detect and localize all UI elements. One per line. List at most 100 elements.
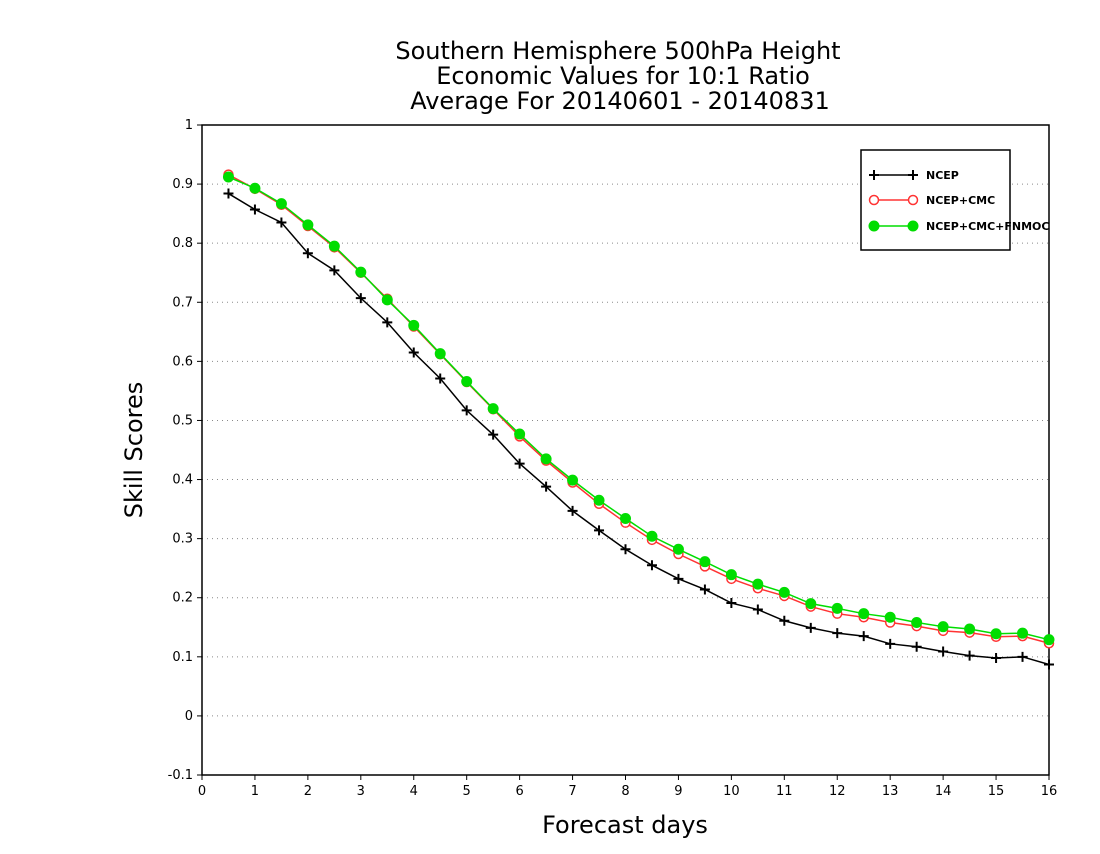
data-point-marker bbox=[858, 631, 869, 642]
data-point-marker bbox=[752, 604, 763, 615]
data-point-marker bbox=[646, 530, 658, 542]
data-point-marker bbox=[408, 347, 419, 358]
y-tick-label: -0.1 bbox=[168, 768, 193, 783]
data-point-marker bbox=[594, 525, 605, 536]
series-ncep-cmc-fnmoc bbox=[222, 171, 1055, 646]
legend: NCEP NCEP+CMC NCEP+CMC+FNMOC bbox=[860, 149, 1049, 251]
plot-frame bbox=[201, 124, 1050, 776]
x-tick-label: 2 bbox=[304, 784, 312, 799]
grid-lines bbox=[202, 183, 1049, 717]
y-tick-label: 0.2 bbox=[172, 591, 193, 606]
data-point-marker bbox=[937, 621, 949, 633]
data-point-marker bbox=[991, 653, 1002, 663]
legend-label: NCEP+CMC bbox=[926, 194, 995, 207]
data-point-marker bbox=[673, 573, 684, 584]
x-tick-label: 5 bbox=[463, 784, 471, 799]
data-point-marker bbox=[487, 403, 499, 415]
axes: -0.100.10.20.30.40.50.60.70.80.910 1 2 3 4 5 6… bbox=[168, 118, 1058, 799]
data-point-marker bbox=[1017, 627, 1029, 639]
y-tick-label: 0.9 bbox=[172, 177, 193, 192]
data-point-marker bbox=[699, 556, 711, 568]
data-point-marker bbox=[567, 505, 578, 516]
data-point-marker bbox=[964, 650, 975, 661]
x-tick-label: 9 bbox=[674, 784, 682, 799]
legend-entry: NCEP+CMC bbox=[868, 194, 995, 207]
chart-title-line-3: Average For 20140601 - 20140831 bbox=[410, 87, 830, 115]
y-tick-label: 0.6 bbox=[172, 354, 193, 369]
x-tick-label: 6 bbox=[515, 784, 523, 799]
data-point-marker bbox=[990, 628, 1002, 640]
chart-title-line-1: Southern Hemisphere 500hPa Height bbox=[395, 37, 840, 65]
series-group bbox=[222, 169, 1055, 670]
data-point-marker bbox=[885, 638, 896, 649]
data-point-marker bbox=[488, 429, 499, 440]
data-point-marker bbox=[725, 569, 737, 581]
data-point-marker bbox=[540, 453, 552, 465]
data-point-marker bbox=[461, 375, 473, 387]
legend-label: NCEP+CMC+FNMOC bbox=[926, 220, 1049, 233]
x-tick-label: 10 bbox=[723, 784, 740, 799]
data-point-marker bbox=[223, 188, 234, 199]
data-point-marker bbox=[514, 428, 526, 440]
data-point-marker bbox=[1044, 659, 1054, 670]
data-point-marker bbox=[908, 170, 918, 180]
data-point-marker bbox=[249, 182, 261, 194]
data-point-marker bbox=[1017, 651, 1028, 662]
data-point-marker bbox=[779, 615, 790, 626]
data-point-marker bbox=[907, 194, 919, 206]
data-point-marker bbox=[593, 494, 605, 506]
y-tick-label: 0.8 bbox=[172, 236, 193, 251]
legend-entry: NCEP bbox=[869, 169, 959, 182]
data-point-marker bbox=[249, 204, 260, 215]
legend-entry: NCEP+CMC+FNMOC bbox=[868, 220, 1049, 233]
data-point-marker bbox=[832, 628, 843, 639]
y-tick-label: 0.4 bbox=[172, 473, 193, 488]
data-point-marker bbox=[646, 560, 657, 571]
data-point-marker bbox=[567, 474, 579, 486]
x-tick-label: 1 bbox=[251, 784, 259, 799]
x-tick-label: 0 bbox=[198, 784, 206, 799]
x-tick-label: 4 bbox=[410, 784, 418, 799]
x-tick-label: 8 bbox=[621, 784, 629, 799]
data-point-marker bbox=[329, 265, 340, 276]
x-tick-label: 13 bbox=[882, 784, 899, 799]
data-point-marker bbox=[355, 293, 366, 304]
data-point-marker bbox=[434, 348, 446, 360]
data-point-marker bbox=[868, 220, 880, 232]
data-point-marker bbox=[868, 194, 880, 206]
chart-title-line-2: Economic Values for 10:1 Ratio bbox=[436, 62, 810, 90]
data-point-marker bbox=[726, 598, 737, 609]
data-point-marker bbox=[805, 598, 817, 610]
data-point-marker bbox=[382, 317, 393, 328]
y-tick-label: 0.1 bbox=[172, 650, 193, 665]
data-point-marker bbox=[699, 584, 710, 595]
data-point-marker bbox=[672, 543, 684, 555]
y-tick-label: 0.7 bbox=[172, 295, 193, 310]
data-point-marker bbox=[752, 578, 764, 590]
data-point-marker bbox=[302, 248, 313, 259]
x-tick-label: 11 bbox=[776, 784, 793, 799]
data-point-marker bbox=[620, 513, 631, 525]
data-point-marker bbox=[461, 405, 472, 416]
data-point-marker bbox=[1043, 634, 1055, 646]
data-point-marker bbox=[938, 646, 949, 657]
x-tick-label: 15 bbox=[988, 784, 1005, 799]
y-axis-title: Skill Scores bbox=[120, 382, 148, 519]
data-point-marker bbox=[869, 170, 879, 180]
data-point-marker bbox=[514, 458, 525, 469]
x-axis-title: Forecast days bbox=[542, 811, 708, 839]
data-point-marker bbox=[805, 622, 816, 633]
data-point-marker bbox=[328, 240, 340, 252]
data-point-marker bbox=[778, 586, 790, 598]
data-point-marker bbox=[911, 617, 923, 629]
y-tick-label: 1 bbox=[185, 118, 193, 133]
data-point-marker bbox=[541, 481, 552, 492]
data-point-marker bbox=[408, 319, 420, 331]
data-point-marker bbox=[884, 611, 896, 623]
data-point-marker bbox=[302, 219, 314, 231]
x-tick-label: 3 bbox=[357, 784, 365, 799]
data-point-marker bbox=[831, 602, 843, 614]
legend-label: NCEP bbox=[926, 169, 959, 182]
